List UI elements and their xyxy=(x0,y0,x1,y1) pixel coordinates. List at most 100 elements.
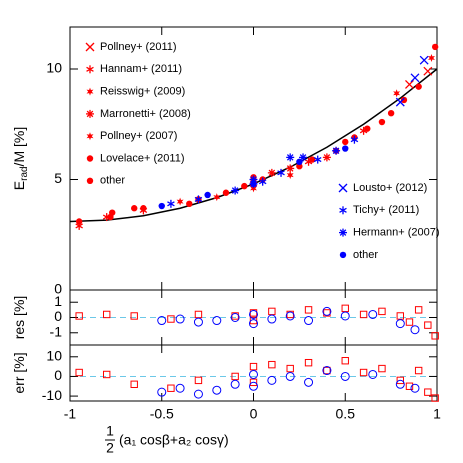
marker-shape xyxy=(75,368,83,377)
point xyxy=(241,182,248,190)
marker-shape xyxy=(378,307,386,316)
marker-shape xyxy=(157,387,167,397)
marker-shape xyxy=(286,171,294,180)
legend-label: other xyxy=(353,249,378,261)
point xyxy=(140,205,147,212)
y-tick-label: 10 xyxy=(46,60,62,76)
point xyxy=(415,83,422,90)
y-tick-label: 0 xyxy=(54,367,62,383)
point xyxy=(431,332,439,340)
point xyxy=(405,80,414,89)
marker-shape xyxy=(410,383,420,393)
x-tick-label: -1 xyxy=(64,406,77,422)
marker-shape xyxy=(107,213,114,221)
legend-label: Marronetti+ (2008) xyxy=(100,108,191,120)
marker-core xyxy=(251,177,256,182)
marker-shape xyxy=(424,388,432,396)
point xyxy=(410,325,420,335)
marker-shape xyxy=(342,138,349,146)
point xyxy=(193,389,203,399)
x-axis-label-den: 2 xyxy=(106,440,114,456)
point xyxy=(368,309,378,319)
point xyxy=(424,321,432,329)
marker-shape xyxy=(395,379,405,389)
marker-shape xyxy=(241,182,248,190)
marker-shape xyxy=(250,180,257,188)
marker-core xyxy=(288,155,292,159)
marker-shape xyxy=(342,145,349,152)
point xyxy=(231,312,239,320)
point xyxy=(313,155,322,164)
point xyxy=(304,358,313,367)
marker-shape xyxy=(230,313,240,322)
point xyxy=(424,388,432,396)
x-tick-label: -0.5 xyxy=(150,406,174,422)
marker-shape xyxy=(322,306,332,316)
point xyxy=(167,315,175,323)
point xyxy=(130,312,138,320)
point xyxy=(359,310,368,319)
y-axis-label-part: rad xyxy=(19,166,30,180)
point xyxy=(157,387,167,397)
marker-shape xyxy=(285,371,295,381)
marker-core xyxy=(334,149,338,153)
marker-shape xyxy=(286,364,294,373)
y-axis-label: res [%] xyxy=(11,296,27,340)
marker-shape xyxy=(167,384,175,392)
point xyxy=(193,317,203,327)
marker-shape xyxy=(86,87,94,96)
point xyxy=(250,184,257,193)
point xyxy=(212,316,222,326)
point xyxy=(341,304,349,313)
marker-stroke xyxy=(86,66,94,72)
legend-label: Hermann+ (2007) xyxy=(353,227,440,239)
y-tick-label: -1 xyxy=(50,323,63,339)
marker-shape xyxy=(339,251,347,259)
point xyxy=(395,379,405,389)
marker-stroke xyxy=(167,201,175,207)
marker-shape xyxy=(359,368,368,377)
point xyxy=(414,366,423,375)
legend-label: Lousto+ (2012) xyxy=(353,182,427,194)
marker-shape xyxy=(387,109,395,117)
marker-shape xyxy=(175,314,185,324)
point xyxy=(249,309,258,319)
marker-shape xyxy=(296,163,303,170)
x-tick-label: 1 xyxy=(433,406,441,422)
marker-shape xyxy=(140,205,147,212)
y-axis-label-part: res [%] xyxy=(11,296,27,340)
point xyxy=(431,43,439,51)
marker-core xyxy=(341,231,345,235)
point xyxy=(405,382,414,390)
point xyxy=(405,318,414,326)
point xyxy=(249,369,258,379)
marker-shape xyxy=(249,362,258,371)
point xyxy=(249,381,258,391)
marker-shape xyxy=(410,325,420,335)
point xyxy=(410,73,420,83)
marker-shape xyxy=(175,383,185,393)
point xyxy=(387,109,395,117)
point xyxy=(230,313,240,322)
point xyxy=(75,368,83,377)
point xyxy=(393,89,401,98)
point xyxy=(414,306,423,314)
marker-shape xyxy=(359,310,368,319)
point xyxy=(359,368,368,377)
marker-shape xyxy=(130,380,138,388)
marker-shape xyxy=(222,189,230,196)
marker-shape xyxy=(231,312,239,320)
point xyxy=(250,180,257,188)
point xyxy=(395,319,405,329)
point xyxy=(322,153,331,162)
marker-shape xyxy=(396,376,405,385)
point xyxy=(204,191,211,199)
point xyxy=(130,380,138,388)
point xyxy=(396,312,405,320)
x-axis-label: (a₁ cosβ+a₂ cosγ) xyxy=(119,432,229,448)
point xyxy=(158,202,165,210)
point xyxy=(286,171,294,180)
point xyxy=(175,314,185,324)
point xyxy=(396,376,405,385)
marker-shape xyxy=(193,389,203,399)
